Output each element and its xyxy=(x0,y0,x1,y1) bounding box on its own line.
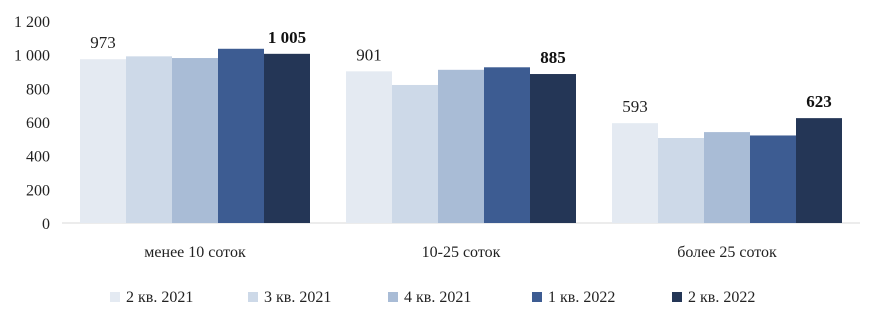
legend-swatch xyxy=(248,292,258,302)
data-label: 901 xyxy=(356,45,382,64)
legend-label: 2 кв. 2022 xyxy=(688,289,755,306)
legend-label: 4 кв. 2021 xyxy=(404,289,471,306)
y-tick-label: 400 xyxy=(26,149,50,166)
legend-swatch xyxy=(672,292,682,302)
legend-swatch xyxy=(532,292,542,302)
data-label: 885 xyxy=(540,48,566,67)
bar xyxy=(612,123,658,223)
legend-label: 2 кв. 2021 xyxy=(126,289,193,306)
bar xyxy=(704,132,750,223)
bar xyxy=(796,118,842,223)
x-category-label: 10-25 соток xyxy=(422,244,501,261)
bar xyxy=(80,59,126,223)
bar xyxy=(484,67,530,224)
legend-swatch xyxy=(110,292,120,302)
y-tick-label: 800 xyxy=(26,81,50,98)
legend-label: 1 кв. 2022 xyxy=(548,289,615,306)
x-category-label: менее 10 соток xyxy=(144,244,246,261)
bar xyxy=(438,69,484,223)
legend-label: 3 кв. 2021 xyxy=(264,289,331,306)
bar xyxy=(218,48,264,224)
y-tick-label: 0 xyxy=(42,216,50,233)
data-label: 1 005 xyxy=(268,28,306,47)
y-tick-label: 600 xyxy=(26,115,50,132)
bar xyxy=(750,135,796,223)
y-tick-label: 200 xyxy=(26,182,50,199)
bar xyxy=(658,137,704,223)
x-category-label: более 25 соток xyxy=(677,244,777,261)
y-tick-label: 1 000 xyxy=(14,48,50,65)
bar xyxy=(172,58,218,224)
bar xyxy=(264,53,310,224)
data-label: 973 xyxy=(90,33,116,52)
bar xyxy=(346,71,392,223)
data-label: 623 xyxy=(806,92,832,111)
data-label: 593 xyxy=(622,97,648,116)
y-tick-label: 1 200 xyxy=(14,14,50,31)
legend-swatch xyxy=(388,292,398,302)
bar xyxy=(530,74,576,224)
bar xyxy=(392,84,438,223)
bar xyxy=(126,56,172,223)
